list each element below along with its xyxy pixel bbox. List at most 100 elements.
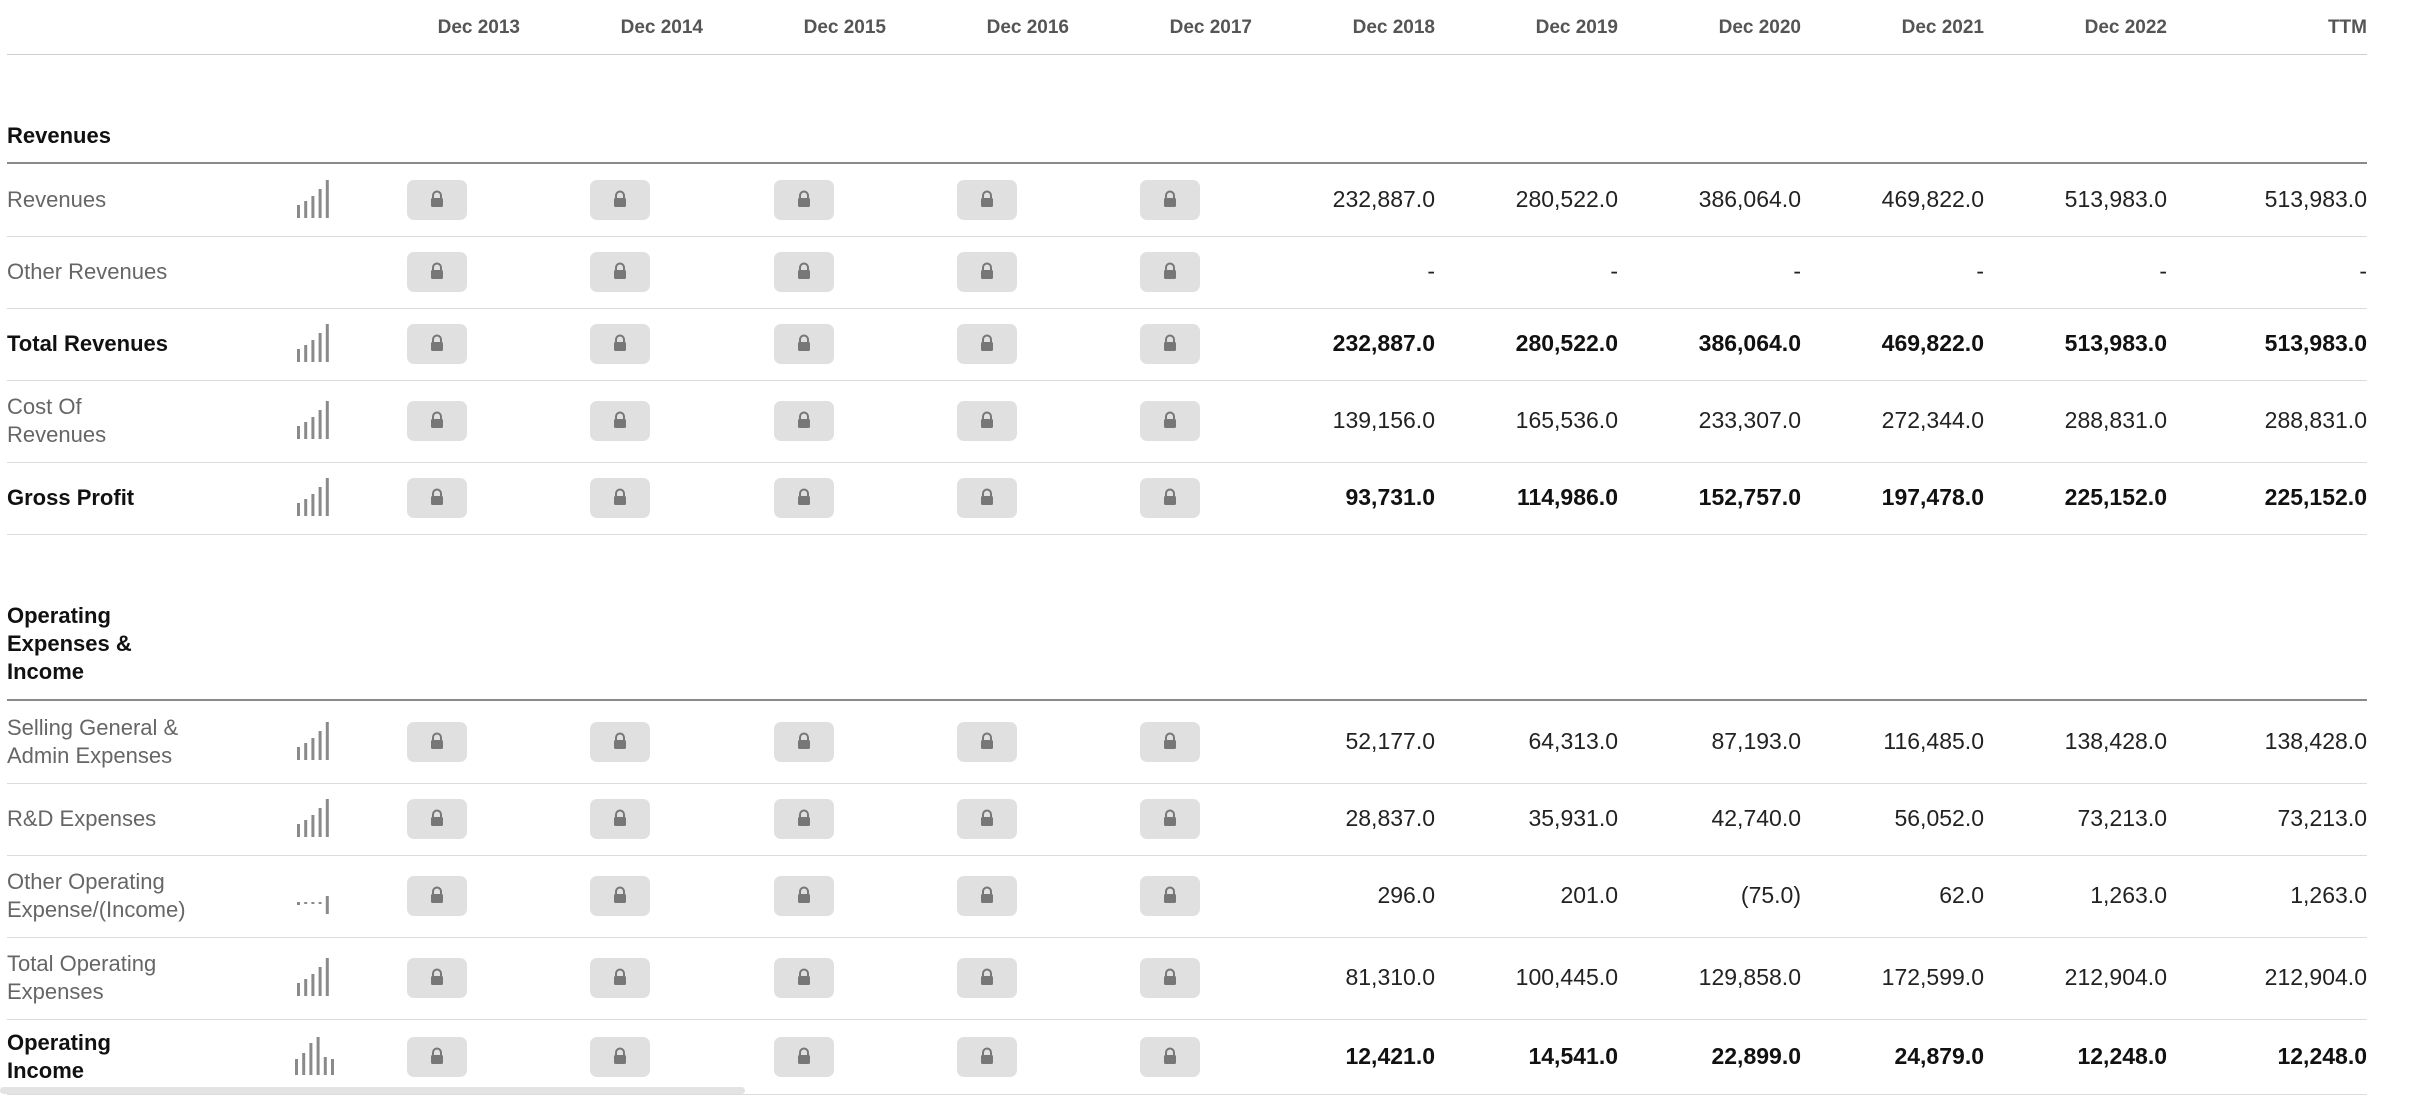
locked-cell-button[interactable] [590,324,650,364]
locked-cell-button[interactable] [957,252,1017,292]
period-header[interactable]: Dec 2017 [1169,17,1252,38]
period-header[interactable]: TTM [2327,17,2367,38]
row-label[interactable]: Revenues [7,186,106,214]
locked-cell-button[interactable] [957,324,1017,364]
locked-cell-button[interactable] [1140,324,1200,364]
locked-cell-button[interactable] [957,958,1017,998]
locked-cell-button[interactable] [590,180,650,220]
locked-cell-button[interactable] [1140,180,1200,220]
sparkline-chart-icon[interactable] [295,799,335,839]
sparkline-chart-icon[interactable] [295,958,335,998]
spark-bar [311,902,315,904]
locked-cell-button[interactable] [407,958,467,998]
value-cell: 12,248.0 [2277,1042,2367,1069]
sparkline-chart-icon[interactable] [295,722,335,762]
locked-cell-button[interactable] [957,180,1017,220]
sparkline-chart-icon[interactable] [295,478,335,518]
locked-cell-button[interactable] [957,876,1017,916]
locked-cell-button[interactable] [407,401,467,441]
sparkline-chart-icon[interactable] [295,876,335,916]
locked-cell-button[interactable] [774,180,834,220]
locked-cell-button[interactable] [590,478,650,518]
lock-icon [798,886,810,903]
section-title-line: Income [7,659,85,684]
row-label[interactable]: R&D Expenses [7,805,156,833]
locked-cell-button[interactable] [590,799,650,839]
value-cell: 212,904.0 [2064,964,2167,990]
locked-cell-button[interactable] [1140,401,1200,441]
locked-cell-button[interactable] [774,324,834,364]
locked-cell-button[interactable] [957,1036,1017,1077]
locked-cell-button[interactable] [407,799,467,839]
row-label-line: Admin Expenses [7,743,173,768]
locked-cell-button[interactable] [774,958,834,998]
period-header[interactable]: Dec 2021 [1901,17,1984,38]
sparkline-chart-icon[interactable] [295,324,335,364]
locked-cell-button[interactable] [407,478,467,518]
period-header[interactable]: Dec 2016 [986,17,1069,38]
locked-cell-button[interactable] [1140,958,1200,998]
row-label[interactable]: Other Operating Expense/(Income) [7,868,186,924]
locked-cell-button[interactable] [774,1036,834,1077]
value-cell: 52,177.0 [1345,728,1435,754]
locked-cell-button[interactable] [407,324,467,364]
locked-cell-button[interactable] [774,799,834,839]
sparkline-chart-icon[interactable] [295,180,335,220]
value-cell: (75.0) [1740,882,1801,908]
spark-bar [304,201,308,218]
lock-icon [1164,809,1176,826]
locked-cell-button[interactable] [957,722,1017,762]
period-header[interactable]: Dec 2018 [1352,17,1435,38]
spark-bar [325,401,329,439]
value-cell: 1,263.0 [2290,882,2367,908]
locked-cell-button[interactable] [1140,1036,1200,1077]
locked-cell-button[interactable] [774,722,834,762]
row-label[interactable]: Total Operating Expenses [7,950,156,1006]
locked-cell-button[interactable] [1140,799,1200,839]
locked-cell-button[interactable] [1140,722,1200,762]
locked-cell-button[interactable] [774,252,834,292]
locked-cell-button[interactable] [957,401,1017,441]
locked-cell-button[interactable] [407,722,467,762]
sparkline-chart-icon[interactable] [295,401,335,441]
locked-cell-button[interactable] [774,876,834,916]
row-label[interactable]: Gross Profit [7,484,134,512]
row-label[interactable]: Cost Of Revenues [7,393,106,449]
locked-cell-button[interactable] [590,1036,650,1077]
locked-cell-button[interactable] [407,876,467,916]
row-label[interactable]: Selling General & Admin Expenses [7,714,178,770]
row-label[interactable]: Operating Income [7,1029,111,1085]
locked-cell-button[interactable] [1140,876,1200,916]
horizontal-scrollbar[interactable] [0,1087,745,1094]
period-header[interactable]: Dec 2019 [1535,17,1618,38]
locked-cell-button[interactable] [1140,252,1200,292]
locked-cell-button[interactable] [957,478,1017,518]
period-header[interactable]: Dec 2020 [1718,17,1801,38]
spark-bar [304,820,308,837]
locked-cell-button[interactable] [590,876,650,916]
row-label[interactable]: Total Revenues [7,330,168,358]
locked-cell-button[interactable] [1140,478,1200,518]
locked-cell-button[interactable] [407,180,467,220]
locked-cell-button[interactable] [590,958,650,998]
period-header[interactable]: Dec 2022 [2084,17,2167,38]
locked-cell-button[interactable] [774,401,834,441]
sparkline-chart-icon[interactable] [295,1036,335,1077]
spark-bar [297,824,300,837]
period-header[interactable]: Dec 2013 [437,17,520,38]
locked-cell-button[interactable] [590,401,650,441]
lock-icon [431,1047,443,1064]
period-header[interactable]: Dec 2014 [620,17,703,38]
locked-cell-button[interactable] [590,252,650,292]
row-label-line: Other Revenues [7,259,168,284]
locked-cell-button[interactable] [590,722,650,762]
row-label[interactable]: Other Revenues [7,258,167,286]
period-header[interactable]: Dec 2015 [803,17,886,38]
locked-cell-button[interactable] [774,478,834,518]
locked-cell-button[interactable] [957,799,1017,839]
lock-icon [1164,886,1176,903]
value-cell: 73,213.0 [2077,805,2167,831]
locked-cell-button[interactable] [407,252,467,292]
locked-cell-button[interactable] [407,1036,467,1077]
row-label-line: Total Revenues [7,331,168,356]
